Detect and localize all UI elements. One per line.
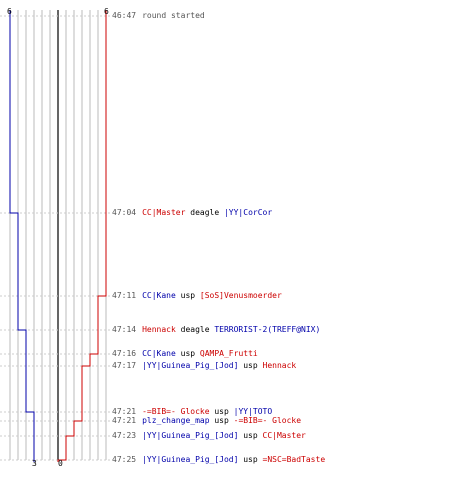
kill-event-row: 47:25 |YY|Guinea_Pig_[Jod] usp =NSC=BadTa…: [112, 454, 325, 465]
kill-event-row: 47:17 |YY|Guinea_Pig_[Jod] usp Hennack: [112, 360, 296, 371]
player-name: plz_change_map: [142, 416, 210, 425]
player-name: |YY|TOTO: [233, 407, 273, 416]
event-weapon: usp: [175, 291, 200, 300]
blue-team-line: [9, 10, 35, 462]
player-name: QAMPA_Frutti: [199, 349, 258, 358]
player-name: TERRORIST-2(TREFF@NIX): [214, 325, 321, 334]
round-start-row: 46:47 round started: [112, 10, 205, 21]
kill-event-row: 47:21 plz_change_map usp -=BIB=- Glocke: [112, 415, 301, 426]
chart-grid: [9, 10, 107, 460]
event-text: round started: [142, 11, 205, 20]
event-weapon: usp: [209, 407, 234, 416]
player-name: |YY|CorCor: [223, 208, 273, 217]
player-name: CC|Kane: [142, 291, 176, 300]
player-name: |YY|Guinea_Pig_[Jod]: [142, 431, 239, 440]
event-weapon: usp: [175, 349, 200, 358]
event-time: 47:25: [112, 455, 137, 464]
player-name: CC|Master: [262, 431, 306, 440]
kill-event-row: 47:04 CC|Master deagle |YY|CorCor: [112, 207, 272, 218]
kill-event-row: 47:14 Hennack deagle TERRORIST-2(TREFF@NI…: [112, 324, 320, 335]
event-weapon: usp: [238, 431, 263, 440]
player-name: -=BIB=- Glocke: [142, 407, 210, 416]
event-weapon: usp: [238, 455, 263, 464]
player-name: |YY|Guinea_Pig_[Jod]: [142, 361, 239, 370]
player-name: Hennack: [142, 325, 176, 334]
red-end-count: 0: [58, 459, 63, 468]
event-time: 47:04: [112, 208, 137, 217]
blue-end-count: 3: [32, 459, 37, 468]
event-time: 47:21: [112, 416, 137, 425]
event-weapon: deagle: [185, 208, 224, 217]
event-time: 46:47: [112, 11, 137, 20]
red-start-count: 6: [104, 7, 109, 16]
player-name: Hennack: [262, 361, 297, 370]
player-name: |YY|Guinea_Pig_[Jod]: [142, 455, 239, 464]
event-time: 47:23: [112, 431, 137, 440]
kill-event-row: 47:16 CC|Kane usp QAMPA_Frutti: [112, 348, 258, 359]
event-time: 47:14: [112, 325, 137, 334]
event-guides: [0, 15, 112, 461]
kill-event-row: 47:23 |YY|Guinea_Pig_[Jod] usp CC|Master: [112, 430, 306, 441]
red-team-line: [57, 10, 107, 462]
kill-event-row: 47:11 CC|Kane usp [SoS]Venusmoerder: [112, 290, 282, 301]
player-name: -=BIB=- Glocke: [233, 416, 302, 425]
alive-count-chart: [0, 10, 112, 462]
player-name: =NSC=BadTaste: [262, 455, 326, 464]
kill-event-row: 47:21 -=BIB=- Glocke usp |YY|TOTO: [112, 406, 272, 417]
event-weapon: usp: [238, 361, 263, 370]
player-name: [SoS]Venusmoerder: [199, 291, 282, 300]
player-name: CC|Master: [142, 208, 186, 217]
event-time: 47:21: [112, 407, 137, 416]
event-weapon: usp: [209, 416, 234, 425]
event-time: 47:11: [112, 291, 137, 300]
event-weapon: deagle: [175, 325, 215, 334]
event-time: 47:16: [112, 349, 137, 358]
event-time: 47:17: [112, 361, 137, 370]
player-name: CC|Kane: [142, 349, 176, 358]
blue-start-count: 6: [7, 7, 12, 16]
